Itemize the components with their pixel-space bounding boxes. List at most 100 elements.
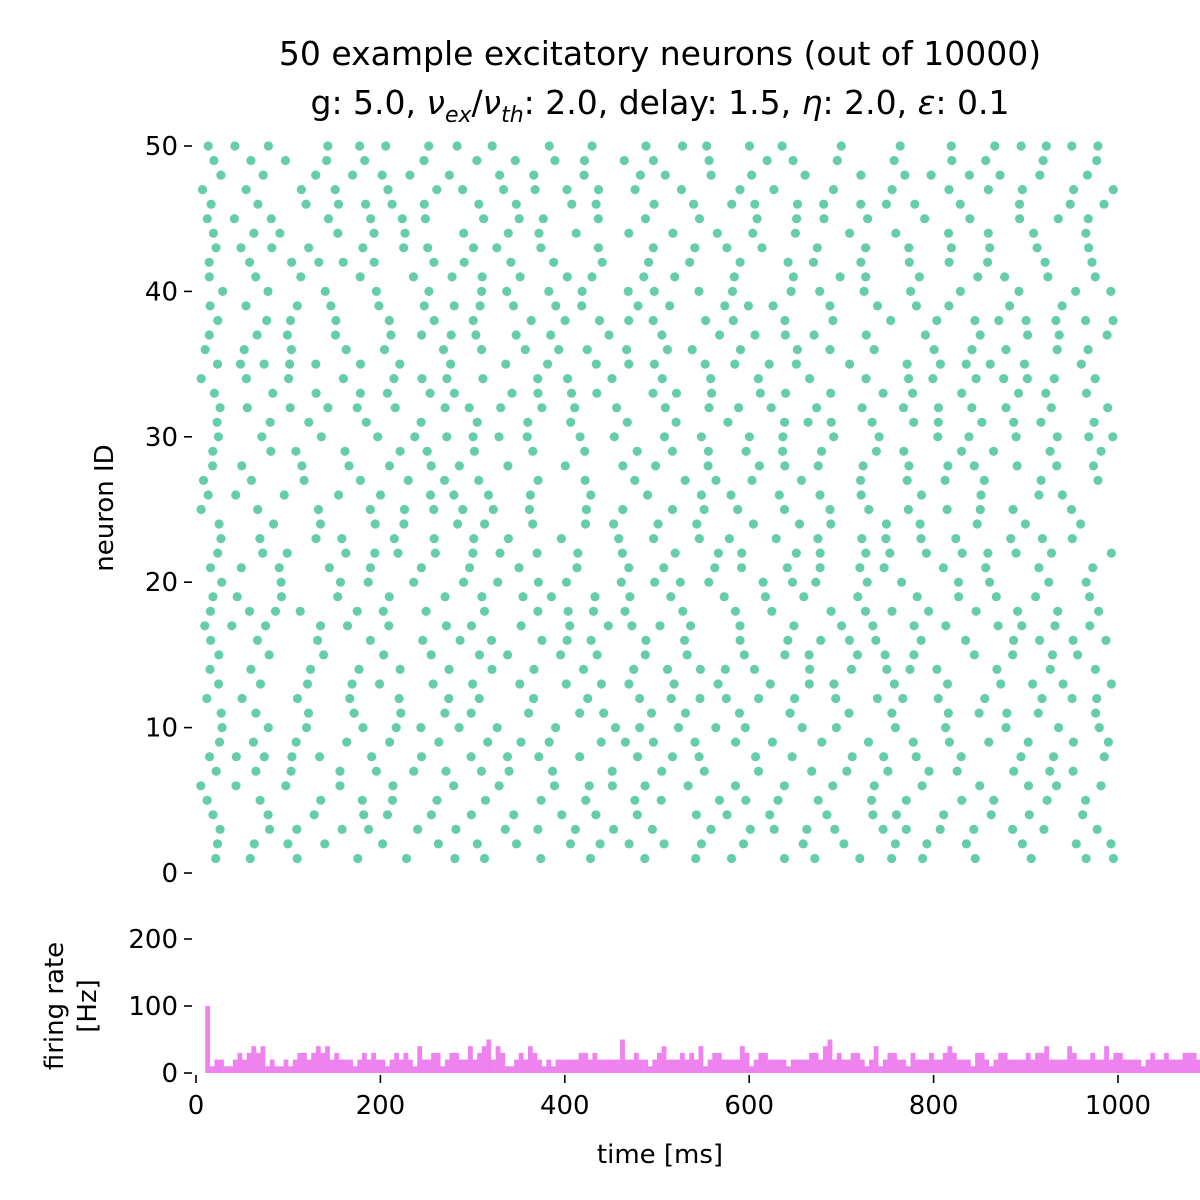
spike-dot: [446, 330, 456, 340]
rate-bar: [504, 1066, 510, 1073]
spike-dot: [863, 737, 874, 747]
rate-bar: [454, 1052, 459, 1073]
spike-dot: [766, 403, 776, 413]
spike-dot: [379, 650, 389, 660]
rate-bar: [592, 1052, 598, 1073]
spike-dot: [976, 490, 986, 500]
rate-bar: [850, 1052, 856, 1073]
spike-dot: [917, 781, 927, 791]
spike-dot: [390, 403, 400, 413]
spike-dot: [903, 504, 914, 515]
rate-bar: [965, 1059, 971, 1073]
spike-dot: [231, 781, 241, 791]
spike-dot: [255, 795, 265, 805]
rate-bar: [491, 1059, 496, 1073]
rate-bar: [795, 1059, 801, 1073]
rate-bar: [633, 1052, 639, 1073]
spike-dot: [868, 810, 878, 820]
spike-dot: [347, 679, 357, 689]
spike-dot: [699, 766, 709, 776]
spike-dot: [768, 301, 778, 311]
spike-dot: [586, 490, 596, 500]
spike-dot: [1068, 737, 1079, 747]
spike-dot: [630, 795, 640, 805]
spike-dot: [1082, 170, 1092, 180]
spike-dot: [897, 577, 907, 587]
spike-dot: [994, 315, 1004, 326]
spike-dot: [365, 563, 375, 573]
spike-dot: [754, 693, 764, 704]
spike-dot: [202, 795, 212, 805]
spike-dot: [999, 374, 1009, 384]
spike-dot: [839, 839, 849, 849]
spike-dot: [1081, 388, 1092, 398]
spike-dot: [515, 679, 525, 689]
spike-dot: [750, 199, 760, 209]
spike-dot: [471, 330, 481, 340]
spike-dot: [735, 185, 745, 195]
spike-dot: [846, 664, 857, 675]
spike-dot: [1096, 781, 1106, 791]
spike-dot: [769, 185, 779, 195]
rate-ytick-label: 0: [161, 1059, 178, 1089]
rate-bar: [1085, 1059, 1091, 1073]
spike-dot: [941, 723, 951, 733]
spike-dot: [773, 795, 783, 805]
spike-dot: [506, 257, 516, 267]
spike-dot: [639, 272, 649, 282]
spike-dot: [565, 839, 576, 849]
rate-xtick-label: 600: [724, 1091, 774, 1121]
rate-xtick-label: 200: [356, 1091, 406, 1121]
rate-bar: [730, 1059, 736, 1073]
spike-dot: [333, 228, 343, 238]
spike-dot: [399, 243, 409, 253]
spike-dot: [417, 374, 427, 384]
spike-dot: [1037, 534, 1047, 544]
spike-dot: [787, 752, 797, 762]
spike-dot: [650, 577, 660, 587]
spike-dot: [745, 824, 755, 835]
rate-bar: [878, 1066, 884, 1073]
spike-dot: [196, 504, 206, 515]
spike-dot: [1081, 577, 1091, 587]
spike-dot: [969, 650, 980, 660]
spike-dot: [252, 330, 262, 340]
rate-bar: [232, 1059, 238, 1073]
spike-dot: [371, 286, 381, 296]
spike-dot: [422, 446, 432, 456]
spike-dot: [604, 330, 614, 340]
spike-dot: [451, 824, 461, 835]
spike-dot: [577, 286, 587, 296]
spike-dot: [618, 461, 628, 471]
spike-dot: [971, 374, 981, 384]
rate-bar: [518, 1052, 524, 1073]
title-rest3: : 0.1: [935, 83, 1009, 122]
spike-dot: [575, 432, 585, 442]
spike-dot: [619, 155, 629, 166]
rate-bar: [749, 1066, 755, 1073]
rate-bar: [361, 1052, 367, 1073]
spike-dot: [1016, 141, 1026, 151]
spike-dot: [648, 155, 659, 166]
spike-dot: [245, 853, 255, 864]
rate-bar: [763, 1052, 768, 1073]
rate-bar: [790, 1059, 796, 1073]
spike-dot: [382, 388, 392, 398]
spike-dot: [208, 446, 218, 456]
spike-dot: [284, 374, 294, 384]
spike-dot: [458, 504, 468, 515]
rate-bar: [818, 1059, 824, 1073]
spike-dot: [808, 257, 819, 267]
spike-dot: [780, 315, 790, 326]
spike-dot: [682, 650, 692, 660]
rate-bar: [675, 1059, 681, 1073]
spike-dot: [355, 272, 365, 282]
spike-dot: [259, 359, 269, 369]
spike-dot: [580, 475, 590, 485]
spike-dot: [309, 810, 319, 820]
spike-dot: [333, 592, 343, 602]
rate-bar: [721, 1059, 727, 1073]
raster-ytick-label: 10: [145, 714, 178, 744]
spike-dot: [251, 708, 261, 718]
